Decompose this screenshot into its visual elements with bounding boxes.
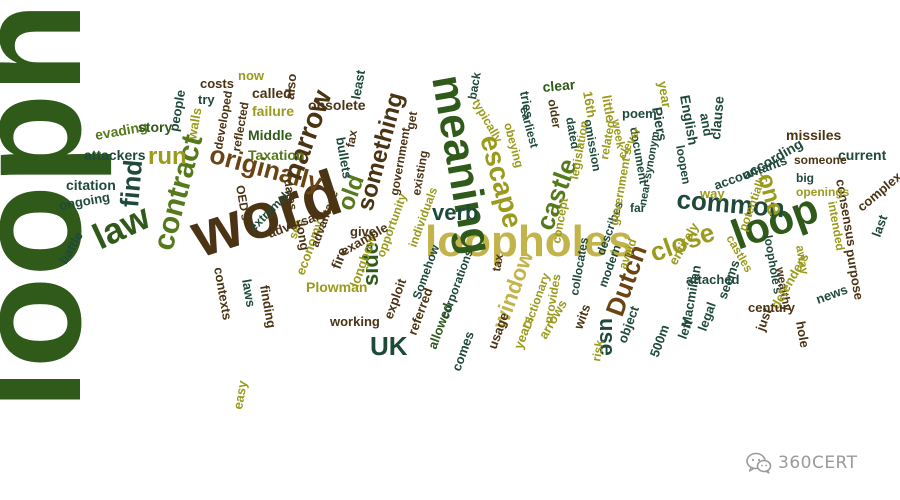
cloud-word: news [814, 282, 850, 307]
cloud-word: loophole [0, 0, 112, 410]
cloud-word: attached [686, 272, 740, 287]
cloud-word: big [796, 171, 814, 185]
cloud-word: contexts [211, 266, 235, 321]
cloud-word: missiles [786, 127, 841, 143]
cloud-word: attackers [84, 147, 146, 163]
cloud-word: openings [796, 185, 850, 199]
cloud-word: English [677, 94, 702, 147]
cloud-word: least [348, 68, 368, 100]
cloud-word: dates [281, 178, 300, 212]
cloud-word: risk [589, 339, 607, 363]
cloud-word: try [198, 92, 215, 107]
cloud-word: run [148, 143, 187, 170]
cloud-word: use [595, 318, 620, 356]
cloud-word: Taxation [248, 147, 305, 163]
cloud-word: fire [328, 245, 351, 271]
cloud-word: finding [257, 284, 279, 329]
cloud-word: obsolete [308, 97, 366, 113]
cloud-word: someone [794, 153, 847, 167]
cloud-word: 16th [580, 90, 599, 119]
cloud-word: story [138, 119, 172, 135]
cloud-word: little [599, 94, 618, 123]
cloud-word: costs [200, 76, 234, 91]
cloud-word: back [465, 71, 484, 101]
cloud-word: see [286, 217, 306, 241]
cloud-word: exploit [381, 276, 410, 321]
cloud-word: loopholes [425, 217, 633, 266]
cloud-word: laws [239, 278, 259, 308]
cloud-word: legal [695, 300, 719, 333]
cloud-word: current [838, 147, 887, 163]
cloud-word: poem [622, 106, 657, 121]
cloud-word: clear [542, 76, 577, 95]
cloud-word: citation [66, 177, 116, 193]
cloud-word: called [252, 85, 292, 101]
cloud-word: OED's [233, 184, 253, 222]
cloud-word: give [350, 224, 376, 239]
cloud-word: long [293, 222, 313, 252]
cloud-word: tax [489, 253, 506, 273]
cloud-word: related [597, 119, 618, 160]
cloud-word: get [403, 110, 420, 130]
cloud-word: bullets [333, 136, 355, 180]
cloud-word: wits [570, 302, 593, 332]
cloud-word: 500m [647, 323, 672, 359]
cloud-word: side [358, 242, 383, 286]
cloud-word: walls [184, 107, 204, 142]
cloud-word: working [329, 314, 380, 329]
cloud-word: away [793, 244, 812, 276]
cloud-word: people [166, 89, 188, 133]
cloud-word: also [282, 73, 299, 100]
cloud-word: century [748, 300, 796, 315]
cloud-word: tries [517, 90, 537, 120]
cloud-word: Piers [649, 106, 671, 143]
cloud-word: way [699, 186, 725, 201]
cloud-word: older [545, 98, 564, 130]
cloud-word: UK [370, 331, 408, 361]
cloud-word: Plowman [306, 279, 367, 295]
cloud-word: comes [449, 329, 477, 373]
cloud-word: fax [343, 129, 360, 149]
cloud-word: far [630, 201, 646, 215]
cloud-word: last [869, 212, 891, 239]
watermark: 360CERT [746, 451, 858, 475]
cloud-word: clause [707, 95, 727, 140]
cloud-word: Middle [248, 127, 293, 143]
cloud-word: week [609, 117, 628, 150]
cloud-word: failure [252, 103, 294, 119]
cloud-word: left [675, 317, 696, 341]
cloud-word: easy [230, 379, 250, 411]
cloud-word: verb [432, 200, 478, 225]
cloud-word: loopen [673, 144, 694, 185]
cloud-word: now [238, 68, 265, 83]
cloud-word: hole [793, 320, 812, 349]
cloud-word: and [697, 112, 716, 137]
cloud-word: complex [854, 168, 900, 214]
wechat-icon [746, 452, 772, 474]
watermark-text: 360CERT [778, 453, 858, 473]
cloud-word: dated [563, 116, 582, 150]
cloud-word: find [114, 158, 148, 208]
cloud-word: year [655, 80, 674, 109]
